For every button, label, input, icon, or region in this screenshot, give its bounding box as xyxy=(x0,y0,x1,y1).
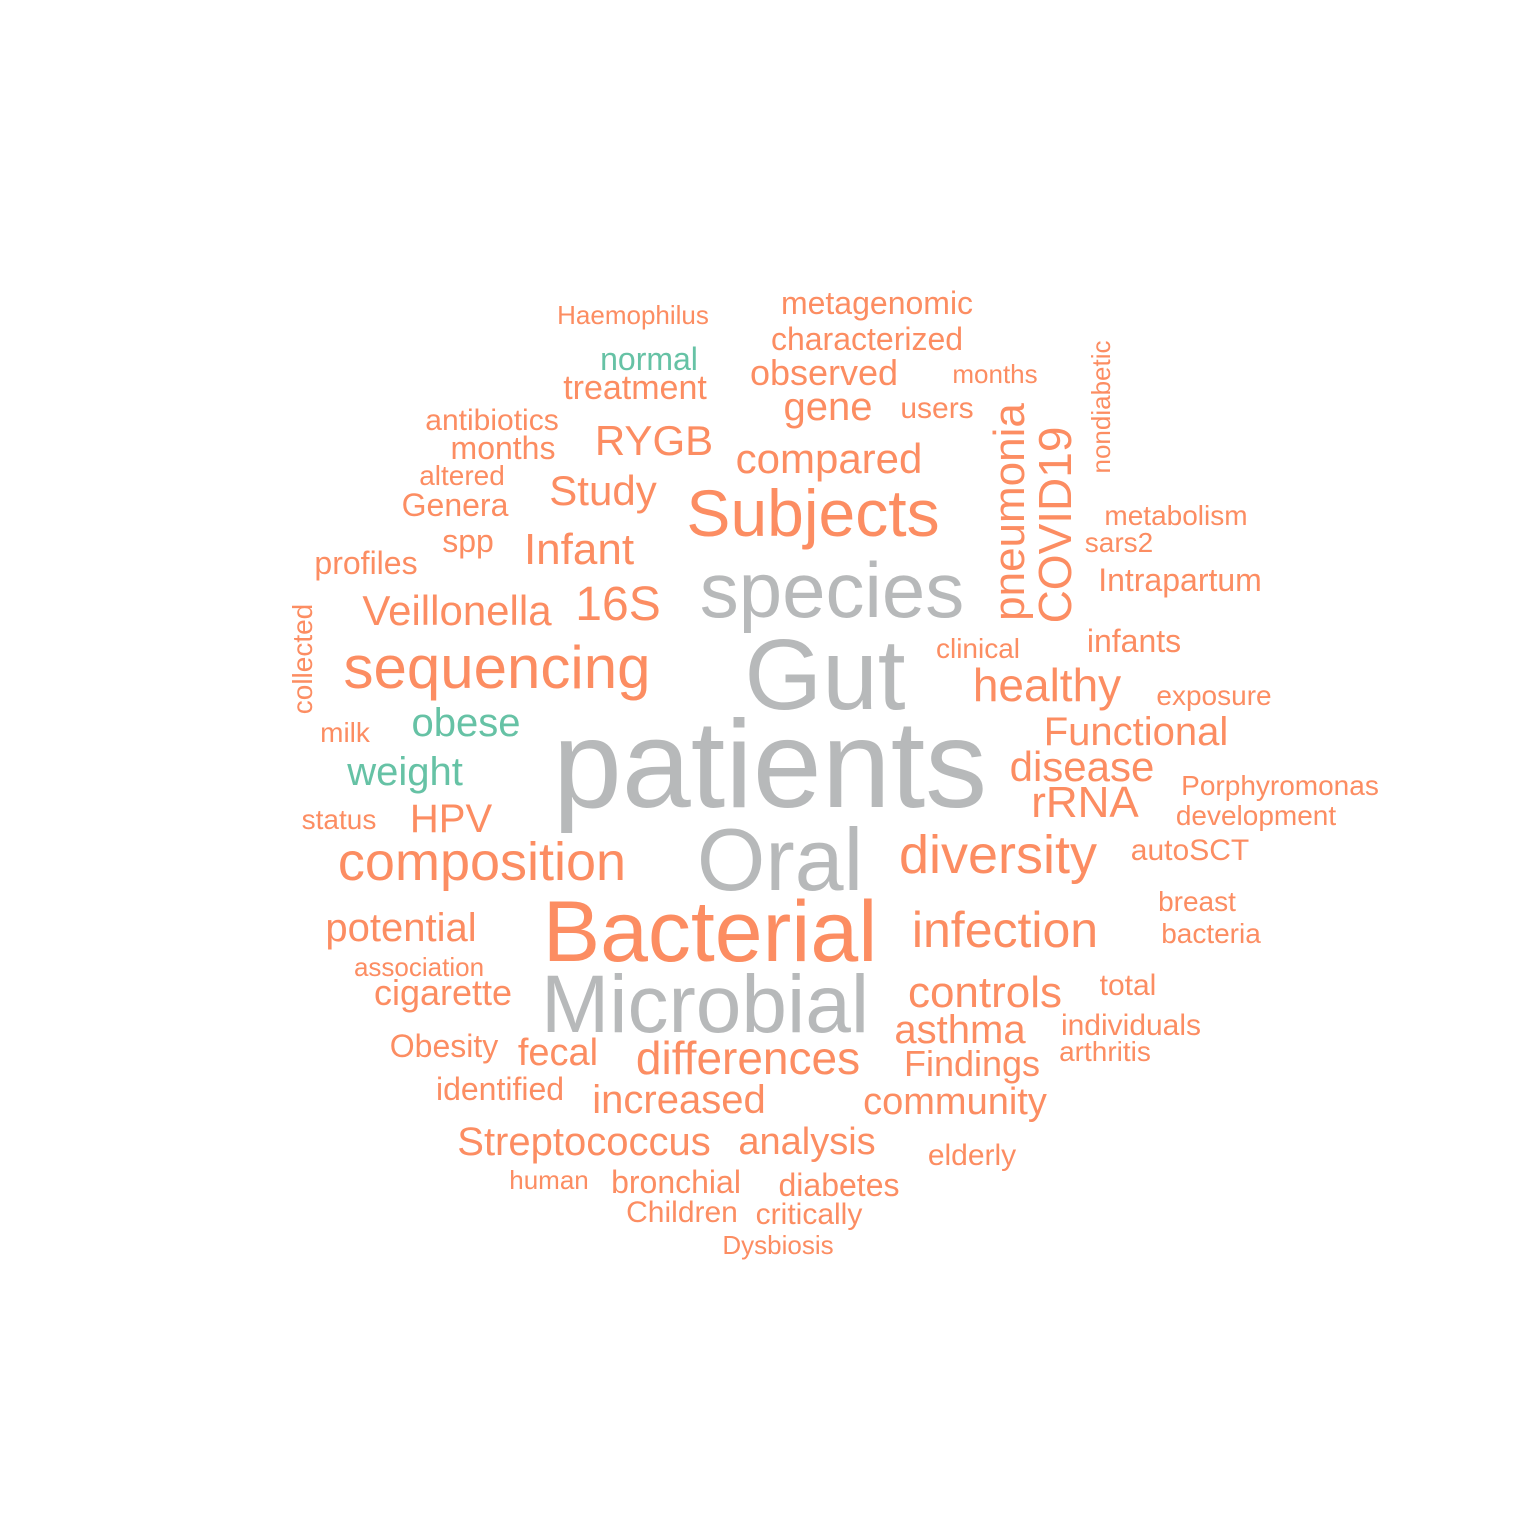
word-treatment: treatment xyxy=(563,369,707,407)
word-spp: spp xyxy=(442,523,494,559)
word-differences: differences xyxy=(635,1032,861,1084)
word-study: Study xyxy=(549,467,657,514)
word-individuals: individuals xyxy=(1060,1009,1202,1042)
word-nondiabetic: nondiabetic xyxy=(1086,340,1116,474)
word-diversity: diversity xyxy=(898,825,1098,885)
word-increased: increased xyxy=(592,1078,766,1122)
word-cigarette: cigarette xyxy=(373,972,513,1013)
word-characterized: characterized xyxy=(770,321,964,357)
word-critically: critically xyxy=(755,1198,863,1231)
word-16s: 16S xyxy=(575,578,661,631)
word-human: human xyxy=(509,1165,589,1195)
word-functional: Functional xyxy=(1043,710,1229,754)
word-infant: Infant xyxy=(523,525,635,574)
word-profiles: profiles xyxy=(314,545,418,581)
word-findings: Findings xyxy=(903,1043,1041,1084)
word-sars2: sars2 xyxy=(1084,527,1154,558)
word-bronchial: bronchial xyxy=(611,1164,741,1200)
word-patients: patients xyxy=(552,696,988,834)
word-development: development xyxy=(1175,800,1337,831)
word-dysbiosis: Dysbiosis xyxy=(722,1230,834,1260)
word-disease: disease xyxy=(1009,743,1155,790)
word-breast: breast xyxy=(1158,886,1236,917)
word-intrapartum: Intrapartum xyxy=(1098,562,1262,598)
word-status: status xyxy=(301,804,377,835)
word-exposure: exposure xyxy=(1156,680,1272,711)
word-rygb: RYGB xyxy=(594,417,714,464)
word-healthy: healthy xyxy=(972,659,1122,711)
word-compared: compared xyxy=(735,435,923,482)
word-obesity: Obesity xyxy=(389,1028,499,1064)
word-species: species xyxy=(699,546,965,634)
word-altered: altered xyxy=(419,460,505,491)
word-normal: normal xyxy=(600,341,698,377)
word-clinical: clinical xyxy=(935,633,1021,664)
word-subjects: Subjects xyxy=(686,476,940,550)
word-analysis: analysis xyxy=(738,1121,876,1163)
word-hpv: HPV xyxy=(409,797,493,841)
word-oral: Oral xyxy=(696,810,864,909)
word-haemophilus: Haemophilus xyxy=(557,300,709,330)
word-genera: Genera xyxy=(401,487,509,523)
word-rrna: rRNA xyxy=(1031,778,1139,827)
word-composition: composition xyxy=(337,832,627,892)
word-streptococcus: Streptococcus xyxy=(457,1120,711,1164)
word-diabetes: diabetes xyxy=(778,1167,900,1203)
word-months: months xyxy=(450,430,556,466)
word-bacteria: bacteria xyxy=(1161,918,1261,949)
word-metabolism: metabolism xyxy=(1104,500,1248,531)
word-asthma: asthma xyxy=(894,1008,1026,1052)
word-bacterial: Bacterial xyxy=(542,884,878,980)
word-pneumonia: pneumonia xyxy=(985,403,1034,621)
word-children: Children xyxy=(626,1196,738,1229)
word-community: community xyxy=(863,1081,1047,1123)
word-autosct: autoSCT xyxy=(1130,834,1250,867)
word-identified: identified xyxy=(435,1071,565,1107)
word-fecal: fecal xyxy=(517,1032,599,1074)
word-covid19: COVID19 xyxy=(1029,426,1081,624)
word-metagenomic: metagenomic xyxy=(780,285,974,321)
word-gene: gene xyxy=(783,385,873,429)
word-total: total xyxy=(1099,969,1157,1002)
word-microbial: Microbial xyxy=(540,959,870,1050)
word-antibiotics: antibiotics xyxy=(425,404,559,437)
word-observed: observed xyxy=(749,352,899,393)
word-infection: infection xyxy=(911,902,1099,958)
word-users: users xyxy=(900,392,974,425)
word-sequencing: sequencing xyxy=(343,634,651,701)
word-porphyromonas: Porphyromonas xyxy=(1181,770,1379,801)
word-infants: infants xyxy=(1086,623,1182,659)
word-collected: collected xyxy=(287,603,318,715)
word-gut: Gut xyxy=(744,619,906,731)
word-elderly: elderly xyxy=(927,1139,1017,1172)
word-weight: weight xyxy=(347,750,463,794)
word-potential: potential xyxy=(325,906,477,950)
word-milk: milk xyxy=(320,717,370,748)
word-controls: controls xyxy=(907,968,1063,1017)
word-months-top: months xyxy=(952,359,1038,389)
word-obese: obese xyxy=(411,701,521,745)
word-veillonella: Veillonella xyxy=(362,587,552,634)
word-association: association xyxy=(353,952,485,982)
word-arthritis: arthritis xyxy=(1059,1036,1151,1067)
